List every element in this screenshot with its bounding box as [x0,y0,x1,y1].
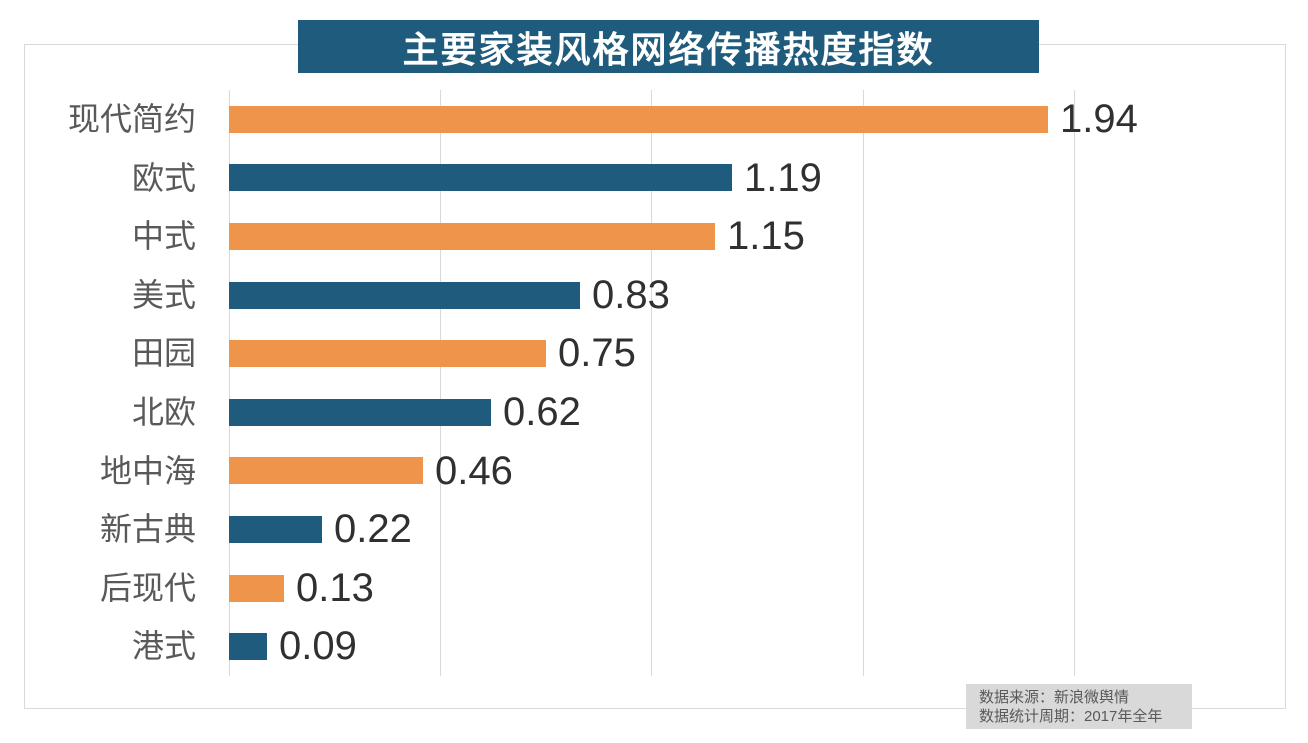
category-label: 港式 [131,628,196,665]
category-label: 美式 [131,276,196,313]
plot-area: 现代简约 1.94 欧式 1.19 中式 1.15 美式 0.83 田园 0.75 北欧 0.62 地中… [0,90,1308,676]
source-note-line1: 数据来源：新浪微舆情 [979,689,1130,706]
chart-title-banner: 主要家装风格网络传播热度指数 [298,20,1039,73]
value-label: 0.62 [503,390,581,434]
gridline [440,90,441,676]
value-label: 1.15 [727,214,805,259]
bar [229,164,732,192]
bar [229,574,284,602]
category-label: 欧式 [131,159,196,196]
source-note: 数据来源：新浪微舆情 数据统计周期：2017年全年 [966,684,1192,729]
category-label: 田园 [131,335,196,372]
bar [229,398,491,426]
value-label: 0.75 [558,331,636,376]
value-label: 0.22 [334,507,412,552]
value-label: 0.13 [296,565,374,610]
category-label: 新古典 [99,511,196,548]
value-label: 1.94 [1060,97,1138,141]
gridline [863,90,864,676]
bar [229,457,423,485]
bar [229,105,1048,133]
chart-title: 主要家装风格网络传播热度指数 [402,28,935,70]
bar [229,633,267,661]
value-label: 0.83 [592,272,670,317]
gridline [651,90,652,676]
value-label: 0.09 [279,624,357,669]
category-label: 现代简约 [67,101,196,137]
gridline [1074,90,1075,676]
category-label: 后现代 [99,569,196,606]
bar [229,223,715,250]
category-label: 北欧 [131,394,196,430]
bar [229,340,546,368]
bar [229,516,322,543]
source-note-line2: 数据统计周期：2017年全年 [979,708,1163,725]
category-label: 中式 [131,218,196,255]
bar [229,281,580,309]
y-axis-line [229,90,230,676]
value-label: 1.19 [744,155,822,200]
value-label: 0.46 [435,448,513,493]
category-label: 地中海 [99,452,196,489]
